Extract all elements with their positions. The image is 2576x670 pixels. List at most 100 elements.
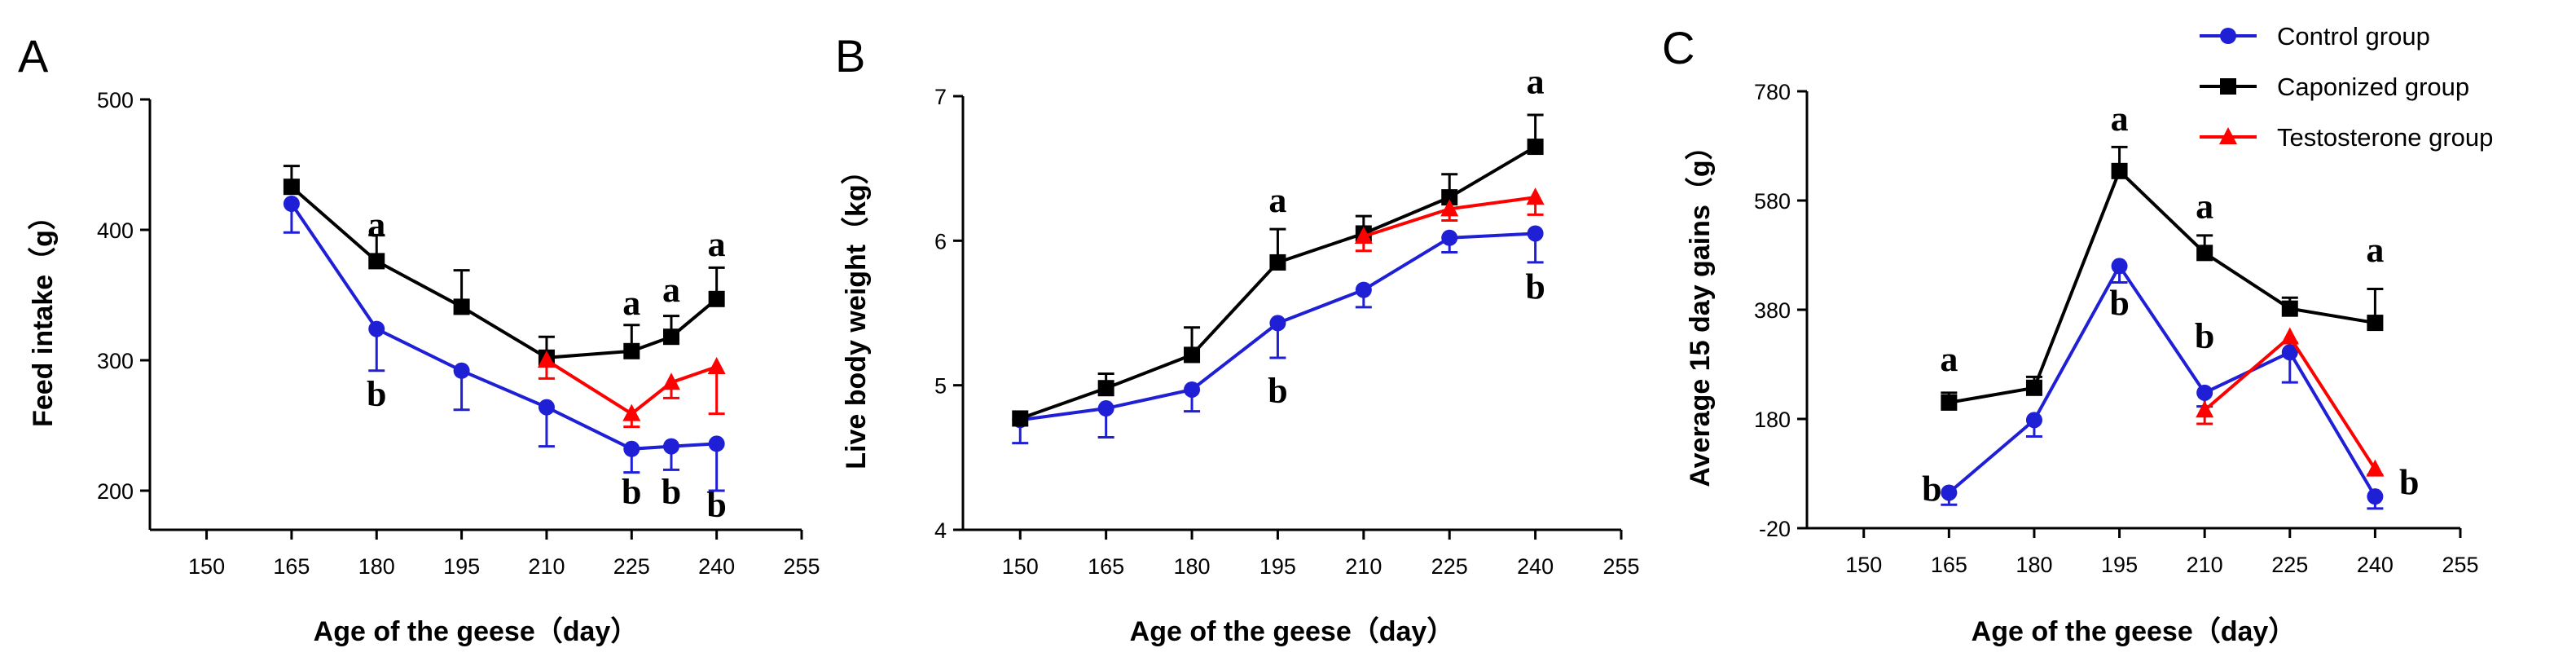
- data-point: [1941, 484, 1958, 501]
- data-point: [537, 350, 556, 368]
- significance-label: a: [622, 283, 640, 323]
- y-tick-label: -20: [1759, 517, 1791, 541]
- data-point: [538, 399, 555, 416]
- data-point: [1941, 394, 1958, 411]
- data-point: [2111, 258, 2128, 275]
- data-point: [368, 253, 385, 270]
- series-line: [545, 359, 718, 417]
- data-point: [2196, 400, 2214, 418]
- data-point: [283, 179, 300, 196]
- significance-label: a: [1940, 339, 1958, 379]
- x-axis-title: Age of the geese（day）: [1130, 615, 1455, 647]
- y-tick-label: 780: [1754, 80, 1791, 104]
- data-point: [2196, 384, 2213, 401]
- data-point: [283, 196, 300, 212]
- x-tick-label: 255: [1602, 554, 1639, 579]
- x-tick-label: 240: [698, 554, 735, 579]
- data-point: [708, 435, 725, 452]
- x-tick-label: 225: [1431, 554, 1468, 579]
- x-tick-label: 165: [1088, 554, 1124, 579]
- legend-item-testosterone: Testosterone group: [2200, 123, 2493, 152]
- panel-letter: C: [1662, 22, 1695, 73]
- data-point: [453, 298, 470, 315]
- data-point: [1269, 315, 1286, 332]
- data-point: [663, 438, 679, 455]
- data-point: [1269, 253, 1286, 271]
- significance-label: a: [1268, 180, 1286, 220]
- x-tick-label: 180: [358, 554, 395, 579]
- data-point: [1184, 346, 1201, 364]
- x-tick-label: 210: [528, 554, 565, 579]
- series-caponized: [283, 165, 725, 366]
- series-testosterone: [2196, 327, 2385, 477]
- data-point: [1527, 139, 1544, 156]
- panel-a: A 150 165 180 195 210 225 240 255 200 300 400 500 Age…: [18, 30, 820, 647]
- significance-label: b: [2109, 284, 2129, 324]
- data-point: [1097, 400, 1114, 417]
- series-line: [290, 185, 718, 359]
- data-point: [2367, 315, 2384, 332]
- x-tick-label: 165: [1931, 553, 1967, 577]
- data-point: [2281, 300, 2298, 317]
- legend-label: Control group: [2277, 22, 2430, 51]
- data-point: [2366, 459, 2385, 477]
- data-point: [2367, 488, 2384, 505]
- significance-label: a: [2196, 186, 2213, 226]
- legend-marker: [2220, 78, 2236, 95]
- data-point: [708, 290, 725, 307]
- data-point: [1526, 187, 1545, 205]
- data-point: [2111, 162, 2128, 179]
- legend: Control group Caponized group Testosterone…: [2200, 22, 2493, 152]
- legend-marker: [2219, 127, 2237, 144]
- significance-label: a: [2111, 99, 2129, 139]
- x-tick-label: 150: [188, 554, 225, 579]
- significance-label: b: [367, 374, 386, 414]
- data-point: [1441, 229, 1458, 246]
- data-point: [663, 328, 679, 346]
- significance-label: a: [2366, 230, 2384, 270]
- significance-label: a: [708, 224, 726, 264]
- significance-label: b: [1268, 371, 1287, 411]
- data-point: [1097, 380, 1114, 397]
- data-point: [1354, 227, 1373, 245]
- data-point: [1440, 199, 1459, 217]
- x-tick-label: 240: [1517, 554, 1554, 579]
- panel-c: C 150 165 180 195 210 225 240 255 -20 180 380 580 780…: [1662, 22, 2479, 647]
- data-point: [1527, 225, 1544, 242]
- significance-label: b: [2399, 462, 2419, 502]
- significance-label: b: [622, 472, 641, 512]
- y-tick-label: 400: [97, 218, 134, 243]
- y-tick-label: 300: [97, 349, 134, 373]
- y-tick-label: 7: [934, 85, 947, 109]
- series-testosterone: [1354, 187, 1545, 253]
- x-axis-title: Age of the geese（day）: [314, 615, 639, 647]
- y-axis-title: Live body weight（kg）: [840, 156, 872, 469]
- significance-label: a: [662, 270, 680, 310]
- x-tick-label: 195: [1259, 554, 1296, 579]
- y-tick-label: 5: [934, 374, 947, 399]
- x-tick-label: 195: [2101, 553, 2138, 577]
- x-tick-label: 165: [273, 554, 310, 579]
- significance-label: b: [662, 472, 681, 512]
- y-tick-label: 6: [934, 229, 947, 253]
- series-caponized: [1941, 145, 2384, 411]
- y-tick-label: 200: [97, 479, 134, 504]
- x-tick-label: 180: [1174, 554, 1211, 579]
- data-point: [623, 440, 640, 457]
- significance-label: b: [1525, 267, 1545, 306]
- y-tick-label: 380: [1754, 298, 1791, 323]
- data-point: [1012, 410, 1029, 427]
- series-testosterone: [537, 350, 726, 429]
- x-tick-label: 150: [1845, 553, 1882, 577]
- x-tick-label: 195: [443, 554, 480, 579]
- data-point: [707, 357, 726, 374]
- data-point: [2280, 327, 2299, 345]
- data-point: [623, 342, 640, 359]
- x-tick-label: 210: [1345, 554, 1382, 579]
- data-point: [622, 403, 641, 421]
- x-tick-label: 255: [2442, 553, 2478, 577]
- legend-label: Testosterone group: [2277, 123, 2493, 152]
- x-axis-title: Age of the geese（day）: [1972, 615, 2297, 647]
- data-point: [2281, 344, 2298, 361]
